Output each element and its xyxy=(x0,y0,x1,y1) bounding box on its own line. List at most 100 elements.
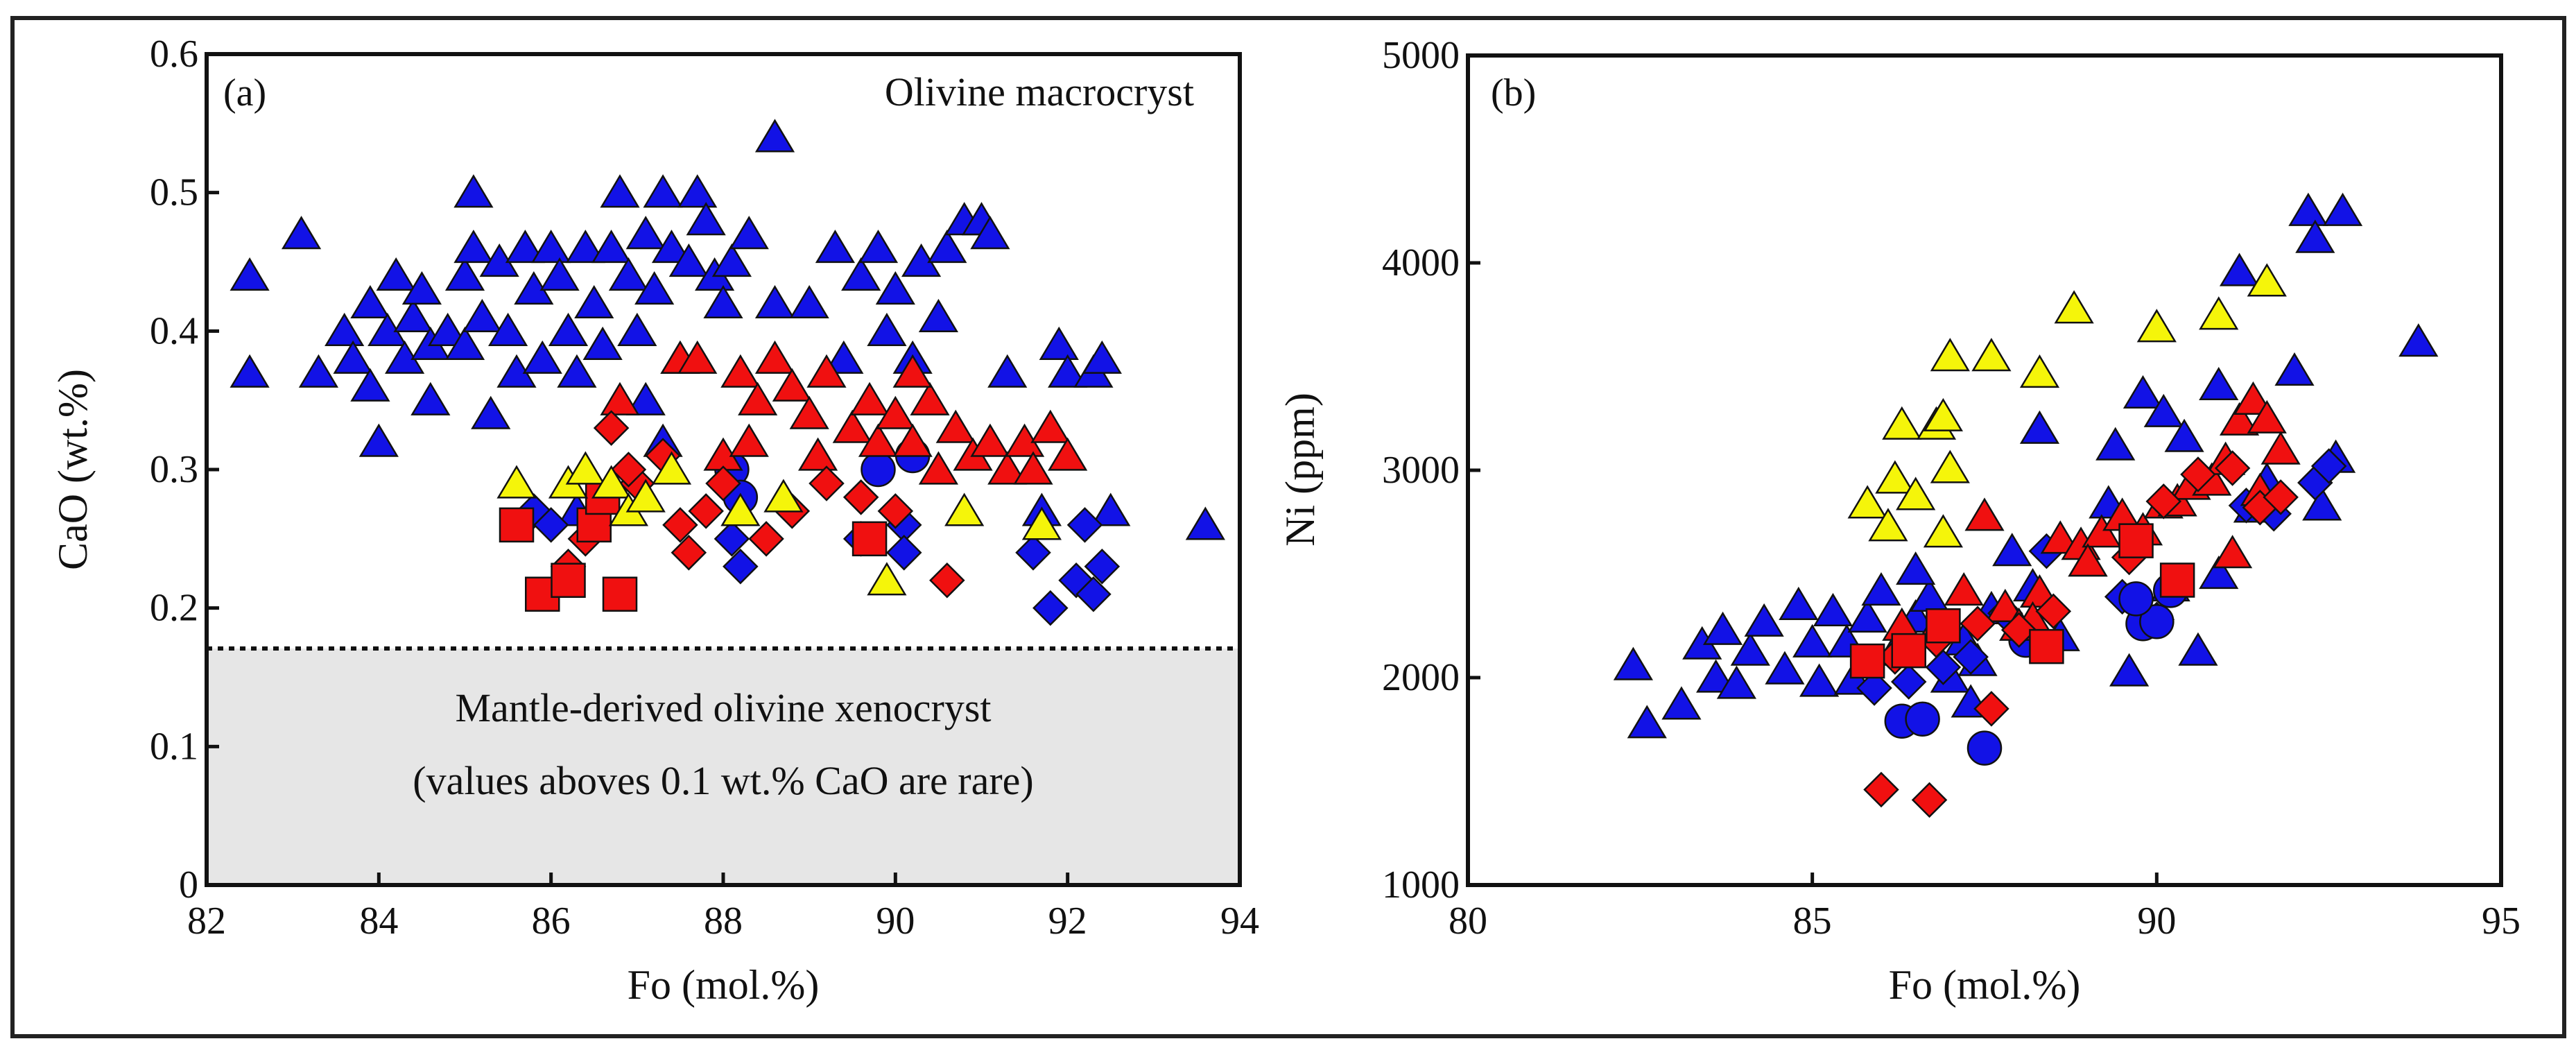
red-square-point xyxy=(852,521,888,557)
blue-triangle-point xyxy=(1765,651,1805,685)
red-square-point xyxy=(2159,562,2195,598)
x-tick-label: 95 xyxy=(2482,900,2521,943)
blue-triangle-point xyxy=(1847,599,1887,633)
yellow-triangle-point xyxy=(2136,309,2177,343)
red-triangle-point xyxy=(789,395,829,429)
x-tick-label: 85 xyxy=(1793,900,1832,943)
blue-triangle-point xyxy=(1779,586,1819,620)
blue-triangle-point xyxy=(2143,393,2184,427)
blue-triangle-point xyxy=(2288,192,2328,226)
red-triangle-point xyxy=(1985,588,2025,622)
blue-triangle-point xyxy=(574,284,614,319)
red-triangle-point xyxy=(1964,497,2005,531)
red-diamond-point xyxy=(662,507,698,543)
blue-triangle-point xyxy=(531,230,571,264)
blue-triangle-point xyxy=(1702,611,1743,645)
red-diamond-point xyxy=(2145,483,2182,519)
red-triangle-point xyxy=(2213,535,2253,569)
red-triangle-point xyxy=(2068,543,2108,577)
red-diamond-point xyxy=(610,452,647,488)
panel-a-ylabel: CaO (wt.%) xyxy=(50,369,96,570)
blue-triangle-point xyxy=(703,284,743,319)
blue-diamond-point xyxy=(1953,639,1989,675)
blue-triangle-point xyxy=(350,368,390,402)
blue-triangle-point xyxy=(824,340,864,374)
x-tick-label: 90 xyxy=(876,900,915,943)
yellow-triangle-point xyxy=(1882,406,1922,440)
blue-triangle-point xyxy=(1627,705,1667,739)
red-square-point xyxy=(602,576,638,612)
red-triangle-point xyxy=(738,381,778,415)
yellow-triangle-point xyxy=(720,492,761,526)
blue-triangle-point xyxy=(462,298,502,333)
red-triangle-point xyxy=(720,354,761,388)
blue-triangle-point xyxy=(522,340,562,374)
red-triangle-point xyxy=(1013,451,1053,485)
red-triangle-point xyxy=(600,381,640,415)
panel-b: 80 85 90 95 1000 2000 3000 4000 5000 (b) Fo (mol… xyxy=(1277,34,2521,1008)
red-triangle-point xyxy=(2247,400,2287,433)
red-diamond-point xyxy=(2263,479,2299,515)
red-triangle-point xyxy=(806,354,847,388)
red-triangle-point xyxy=(754,340,795,374)
y-tick-label: 0.5 xyxy=(150,171,198,214)
blue-diamond-point xyxy=(1015,535,1051,571)
blue-triangle-point xyxy=(1613,646,1653,680)
red-triangle-point xyxy=(832,409,872,443)
red-triangle-point xyxy=(729,423,769,457)
red-square-point xyxy=(2118,523,2154,558)
panel-b-label: (b) xyxy=(1491,71,1536,114)
blue-triangle-point xyxy=(393,298,433,333)
blue-triangle-point xyxy=(428,312,468,346)
red-triangle-point xyxy=(987,451,1028,485)
yellow-triangle-point xyxy=(1868,508,1908,542)
red-triangle-point xyxy=(970,423,1010,457)
blue-triangle-point xyxy=(1813,592,1853,626)
blue-triangle-point xyxy=(987,354,1028,388)
yellow-triangle-point xyxy=(1930,338,1970,372)
blue-triangle-point xyxy=(643,174,683,208)
blue-diamond-point xyxy=(2310,448,2347,484)
blue-circle-point xyxy=(2139,604,2175,639)
blue-triangle-point xyxy=(875,270,915,305)
red-triangle-point xyxy=(797,437,838,471)
yellow-triangle-point xyxy=(1923,397,1963,431)
red-triangle-point xyxy=(910,381,950,415)
blue-triangle-point xyxy=(927,230,967,264)
yellow-triangle-point xyxy=(496,465,537,499)
y-tick-label: 3000 xyxy=(1382,449,1460,492)
blue-triangle-point xyxy=(401,270,442,305)
blue-triangle-point xyxy=(2019,410,2060,444)
blue-triangle-point xyxy=(815,230,856,264)
red-triangle-point xyxy=(875,395,915,429)
x-tick-label: 80 xyxy=(1449,900,1487,943)
blue-diamond-point xyxy=(885,535,922,571)
blue-triangle-point xyxy=(2109,653,2150,687)
y-tick-label: 1000 xyxy=(1382,864,1460,907)
panel-b-xlabel: Fo (mol.%) xyxy=(1889,962,2081,1008)
panel-a-xlabel: Fo (mol.%) xyxy=(628,962,820,1008)
blue-triangle-point xyxy=(1696,659,1736,693)
blue-diamond-point xyxy=(1066,507,1103,543)
blue-diamond-point xyxy=(1084,548,1121,585)
red-triangle-point xyxy=(935,409,976,443)
red-triangle-point xyxy=(2233,381,2273,415)
blue-triangle-point xyxy=(2178,632,2218,666)
panel-a-ticks: 82 84 86 88 90 92 94 0 0.1 0.2 0.3 0.4 0.5 0.6 xyxy=(150,33,1259,943)
blue-triangle-point xyxy=(1082,340,1122,374)
yellow-triangle-point xyxy=(1896,476,1936,510)
blue-triangle-point xyxy=(651,230,692,264)
red-triangle-point xyxy=(2082,514,2122,548)
blue-triangle-point xyxy=(625,216,666,250)
red-diamond-point xyxy=(748,521,784,557)
blue-triangle-point xyxy=(2199,556,2239,590)
blue-diamond-point xyxy=(1925,649,1962,685)
x-tick-label: 84 xyxy=(359,900,398,943)
blue-triangle-point xyxy=(487,312,528,346)
yellow-triangle-point xyxy=(2019,354,2060,388)
red-diamond-point xyxy=(842,479,879,515)
blue-triangle-point xyxy=(358,423,399,457)
blue-circle-point xyxy=(1905,701,1940,737)
red-triangle-point xyxy=(858,423,899,457)
